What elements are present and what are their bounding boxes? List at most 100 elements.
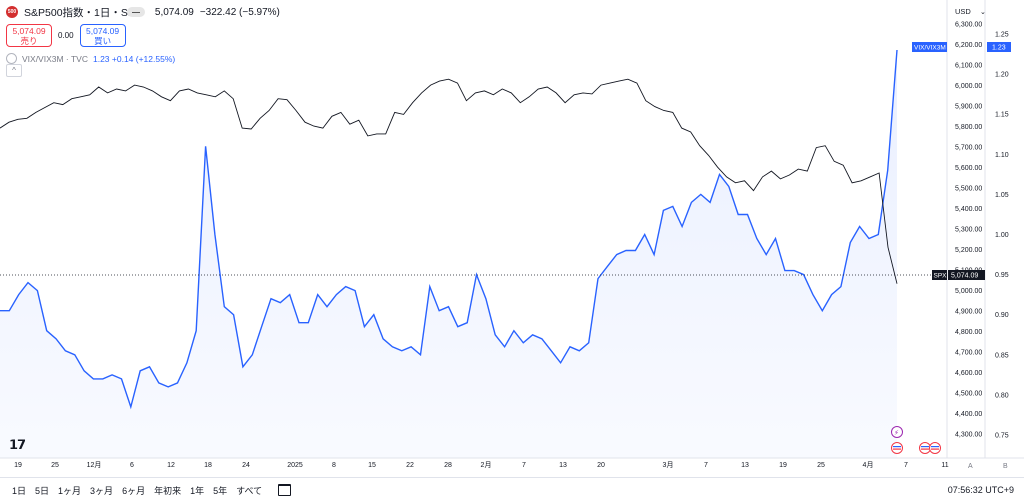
- vix-scale-label: 1.10: [995, 152, 1009, 159]
- vix-area-layer: [0, 50, 897, 458]
- range-all-button[interactable]: すべて: [236, 485, 263, 496]
- vix-label-tag: VIX/VIX3M: [912, 42, 947, 52]
- time-axis-label: 12: [167, 462, 175, 469]
- spx-scale-label: 4,700.00: [955, 350, 982, 357]
- svg-text:SPX: SPX: [934, 273, 948, 280]
- vix-scale-label: 1.20: [995, 72, 1009, 79]
- us-flag-icon[interactable]: [891, 442, 903, 454]
- symbol-title[interactable]: S&P500指数・1日・SP: [24, 6, 135, 19]
- us-flag-icon[interactable]: [929, 442, 941, 454]
- vix-scale-label: 0.90: [995, 312, 1009, 319]
- time-axis-label: 4月: [863, 461, 874, 469]
- time-axis-label: 13: [559, 462, 567, 469]
- time-axis-label: 11: [941, 462, 948, 469]
- main-symbol-row: 500 S&P500指数・1日・SP 5,074.09 −322.42 (−5.…: [6, 4, 280, 20]
- spx-scale-label: 4,600.00: [955, 370, 982, 377]
- spx-scale-label: 4,800.00: [955, 329, 982, 336]
- vix-scale-label: 1.00: [995, 232, 1009, 239]
- range-5d-button[interactable]: 5日: [35, 485, 50, 496]
- range-6m-button[interactable]: 6ヶ月: [122, 485, 146, 496]
- spx-scale-label: 5,800.00: [955, 124, 982, 131]
- svg-text:1.23: 1.23: [992, 45, 1006, 52]
- time-axis-label: 7: [522, 462, 526, 469]
- vix-scale-label: 0.95: [995, 272, 1009, 279]
- flash-icon[interactable]: ⚡: [891, 426, 903, 438]
- price-chart[interactable]: 6,300.00 6,200.00 6,100.00 6,000.00 5,900.00…: [0, 0, 1024, 477]
- buy-price: 5,074.09: [86, 25, 120, 36]
- vix-scale-label: 1.15: [995, 112, 1009, 119]
- time-axis-label: 7: [904, 462, 908, 469]
- spx-scale-label: 6,000.00: [955, 83, 982, 90]
- time-axis-label: 19: [14, 462, 22, 469]
- calendar-range-icon[interactable]: [278, 484, 292, 496]
- time-axis-label: 7: [704, 462, 708, 469]
- us-flag-icon[interactable]: [919, 442, 931, 454]
- time-axis-label: 20: [597, 462, 605, 469]
- buy-button[interactable]: 5,074.09 買い: [79, 24, 126, 47]
- spx-scale-label: 5,600.00: [955, 165, 982, 172]
- time-axis-label: 12月: [87, 461, 102, 469]
- spx-price-scale[interactable]: 6,300.00 6,200.00 6,100.00 6,000.00 5,900.00…: [955, 22, 982, 439]
- logo-500-icon: 500: [6, 6, 18, 18]
- spx-scale-label: 4,500.00: [955, 391, 982, 398]
- spx-price-line[interactable]: [0, 78, 898, 284]
- sell-price: 5,074.09: [12, 25, 46, 36]
- time-axis-label: 28: [444, 462, 452, 469]
- overlay-row[interactable]: VIX/VIX3M · TVC 1.23 +0.14 (+12.55%): [6, 53, 280, 64]
- time-axis-label: 3月: [663, 461, 674, 469]
- tradingview-logo-icon[interactable]: 𝟭𝟳: [9, 437, 26, 452]
- spx-scale-label: 6,300.00: [955, 22, 982, 29]
- time-axis[interactable]: 19 25 12月 6 12 18 24 2025 8 15 22 28 2月 7 13 20 3月 7 13 19 2…: [14, 461, 949, 469]
- currency-label[interactable]: USD: [955, 7, 971, 16]
- spx-scale-label: 6,100.00: [955, 63, 982, 70]
- chevron-up-icon[interactable]: ^: [6, 64, 22, 77]
- spx-scale-label: 6,200.00: [955, 42, 982, 49]
- time-axis-label: 8: [332, 462, 336, 469]
- chart-legend: 500 S&P500指数・1日・SP 5,074.09 −322.42 (−5.…: [6, 4, 280, 64]
- spx-scale-label: 5,300.00: [955, 227, 982, 234]
- time-axis-label: 24: [242, 462, 250, 469]
- time-axis-label: 19: [779, 462, 787, 469]
- sell-button[interactable]: 5,074.09 売り: [6, 24, 52, 47]
- time-axis-label: 13: [741, 462, 749, 469]
- price-change: −322.42 (−5.97%): [199, 6, 280, 18]
- overlay-value: 1.23 +0.14 (+12.55%): [92, 53, 176, 64]
- auto-scale-button[interactable]: A: [968, 463, 973, 470]
- spx-scale-label: 5,500.00: [955, 186, 982, 193]
- eye-icon[interactable]: [6, 53, 17, 64]
- range-5y-button[interactable]: 5年: [213, 485, 228, 496]
- vix-ratio-scale[interactable]: 1.25 1.20 1.15 1.10 1.05 1.00 0.95 0.90 0.85 0.80…: [995, 32, 1009, 440]
- overlay-title: VIX/VIX3M · TVC: [22, 53, 88, 64]
- vix-ratio-line[interactable]: [0, 49, 898, 410]
- range-ytd-button[interactable]: 年初来: [154, 485, 182, 496]
- vix-scale-label: 1.25: [995, 32, 1009, 39]
- spread-value: 0.00: [58, 31, 74, 40]
- range-1d-button[interactable]: 1日: [12, 485, 27, 496]
- time-axis-label: 2025: [287, 462, 303, 469]
- series-layer: [0, 49, 898, 410]
- minimize-legend-button[interactable]: [127, 7, 145, 17]
- scale-b-button[interactable]: B: [1003, 463, 1008, 470]
- spx-scale-label: 5,000.00: [955, 288, 982, 295]
- chevron-down-icon[interactable]: ⌄: [980, 9, 986, 16]
- vix-scale-label: 0.85: [995, 352, 1009, 359]
- range-3m-button[interactable]: 3ヶ月: [90, 485, 114, 496]
- vix-scale-label: 0.80: [995, 392, 1009, 399]
- vix-scale-label: 0.75: [995, 433, 1009, 440]
- range-1y-button[interactable]: 1年: [190, 485, 205, 496]
- spx-scale-label: 5,700.00: [955, 145, 982, 152]
- vix-area-fill: [0, 50, 897, 458]
- spx-scale-label: 4,300.00: [955, 432, 982, 439]
- spx-scale-label: 5,900.00: [955, 104, 982, 111]
- spx-scale-label: 5,400.00: [955, 206, 982, 213]
- range-1m-button[interactable]: 1ヶ月: [58, 485, 82, 496]
- time-axis-label: 25: [51, 462, 59, 469]
- last-price: 5,074.09: [154, 6, 194, 18]
- time-axis-label: 2月: [481, 461, 492, 469]
- bottom-toolbar: 1日 5日 1ヶ月 3ヶ月 6ヶ月 年初来 1年 5年 すべて 07:56:32…: [0, 477, 1024, 502]
- svg-text:5,074.09: 5,074.09: [951, 273, 978, 280]
- time-axis-label: 22: [406, 462, 414, 469]
- svg-text:VIX/VIX3M: VIX/VIX3M: [914, 45, 946, 52]
- time-axis-label: 18: [204, 462, 212, 469]
- clock[interactable]: 07:56:32 UTC+9: [947, 485, 1014, 495]
